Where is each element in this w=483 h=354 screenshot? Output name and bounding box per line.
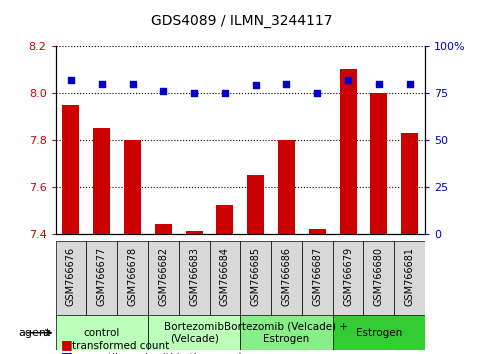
Point	[252, 82, 259, 88]
Text: GSM766682: GSM766682	[158, 247, 168, 306]
Text: Bortezomib
(Velcade): Bortezomib (Velcade)	[164, 322, 224, 344]
Point	[190, 90, 198, 96]
Bar	[240, 315, 333, 350]
Bar	[370, 93, 387, 234]
Text: GDS4089 / ILMN_3244117: GDS4089 / ILMN_3244117	[151, 14, 332, 28]
Point	[313, 90, 321, 96]
Bar	[247, 175, 264, 234]
Bar	[364, 241, 394, 319]
Text: GSM766680: GSM766680	[374, 247, 384, 306]
Bar	[155, 224, 172, 234]
Text: Bortezomib (Velcade) +
Estrogen: Bortezomib (Velcade) + Estrogen	[225, 322, 348, 344]
Bar	[124, 140, 141, 234]
Bar	[148, 315, 241, 350]
Text: Estrogen: Estrogen	[355, 328, 402, 338]
Text: percentile rank within the sample: percentile rank within the sample	[72, 353, 248, 354]
Point	[159, 88, 167, 94]
Point	[283, 81, 290, 86]
Text: GSM766677: GSM766677	[97, 247, 107, 306]
Text: GSM766684: GSM766684	[220, 247, 230, 306]
Bar	[62, 105, 79, 234]
Bar	[401, 133, 418, 234]
Bar	[394, 241, 425, 319]
Text: control: control	[84, 328, 120, 338]
Text: GSM766676: GSM766676	[66, 247, 76, 306]
Bar	[333, 315, 425, 350]
Bar	[240, 241, 271, 319]
Text: GSM766686: GSM766686	[282, 247, 291, 306]
Bar	[56, 315, 148, 350]
Point	[128, 81, 136, 86]
Point	[375, 81, 383, 86]
Bar	[185, 231, 202, 234]
Bar	[93, 128, 110, 234]
Point	[406, 81, 413, 86]
Text: ■: ■	[60, 338, 72, 351]
Text: transformed count: transformed count	[72, 341, 170, 351]
Point	[98, 81, 106, 86]
Bar	[210, 241, 240, 319]
Bar	[86, 241, 117, 319]
Bar	[117, 241, 148, 319]
Text: ■: ■	[60, 350, 72, 354]
Bar	[179, 241, 210, 319]
Text: GSM766678: GSM766678	[128, 247, 138, 306]
Text: GSM766679: GSM766679	[343, 247, 353, 306]
Text: GSM766685: GSM766685	[251, 247, 261, 306]
Bar	[56, 241, 86, 319]
Point	[221, 90, 229, 96]
Bar	[333, 241, 364, 319]
Text: GSM766687: GSM766687	[313, 247, 322, 306]
Text: GSM766681: GSM766681	[405, 247, 414, 306]
Bar	[309, 229, 326, 234]
Bar	[148, 241, 179, 319]
Text: agent: agent	[18, 328, 51, 338]
Bar	[340, 69, 356, 234]
Bar	[278, 140, 295, 234]
Bar	[302, 241, 333, 319]
Point	[344, 77, 352, 82]
Bar	[216, 206, 233, 234]
Text: GSM766683: GSM766683	[189, 247, 199, 306]
Point	[67, 77, 75, 82]
Bar	[271, 241, 302, 319]
